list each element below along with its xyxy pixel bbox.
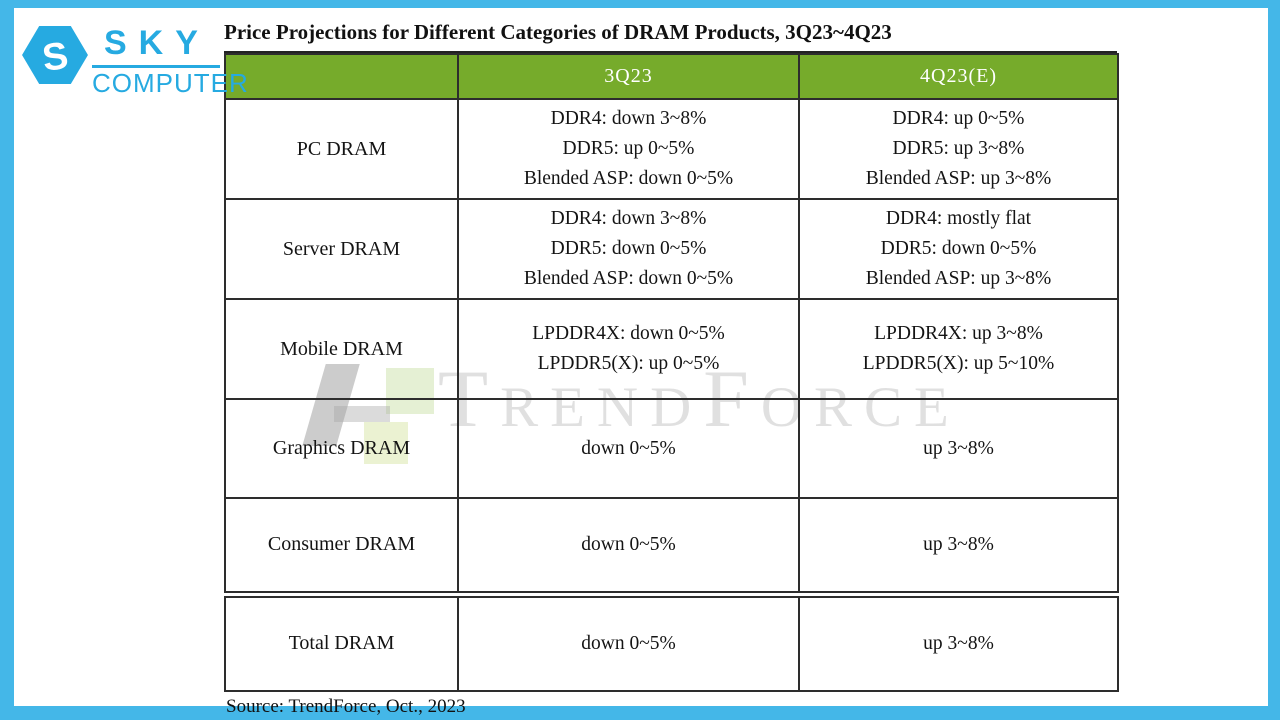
header-cell-4q23e: 4Q23(E) <box>798 53 1119 100</box>
table-row-pc-dram: PC DRAM DDR4: down 3~8% DDR5: up 0~5% Bl… <box>224 98 1119 200</box>
cell-3q23: DDR4: down 3~8% DDR5: up 0~5% Blended AS… <box>457 98 800 200</box>
table-row-graphics-dram: Graphics DRAM down 0~5% up 3~8% <box>224 398 1119 499</box>
row-category: Server DRAM <box>224 198 459 300</box>
cell-4q23e: up 3~8% <box>798 398 1119 499</box>
row-category: Consumer DRAM <box>224 497 459 595</box>
table-header-row: 3Q23 4Q23(E) <box>224 53 1119 100</box>
cell-3q23: DDR4: down 3~8% DDR5: down 0~5% Blended … <box>457 198 800 300</box>
svg-text:S: S <box>40 34 71 80</box>
table-row-server-dram: Server DRAM DDR4: down 3~8% DDR5: down 0… <box>224 198 1119 300</box>
logo-underline <box>92 65 220 68</box>
sky-computer-logo: S SKY COMPUTER <box>20 18 248 103</box>
dram-price-table: 3Q23 4Q23(E) PC DRAM DDR4: down 3~8% DDR… <box>224 53 1119 692</box>
cell-3q23: down 0~5% <box>457 497 800 595</box>
cell-3q23: LPDDR4X: down 0~5% LPDDR5(X): up 0~5% <box>457 298 800 400</box>
source-note: Source: TrendForce, Oct., 2023 <box>226 696 466 717</box>
cell-4q23e: up 3~8% <box>798 497 1119 595</box>
cell-3q23: down 0~5% <box>457 398 800 499</box>
table-row-total-dram: Total DRAM down 0~5% up 3~8% <box>224 590 1119 692</box>
header-cell-3q23: 3Q23 <box>457 53 800 100</box>
page-title: Price Projections for Different Categori… <box>224 20 1117 53</box>
table-row-mobile-dram: Mobile DRAM LPDDR4X: down 0~5% LPDDR5(X)… <box>224 298 1119 400</box>
row-category: PC DRAM <box>224 98 459 200</box>
row-category: Graphics DRAM <box>224 398 459 499</box>
logo-hexagon-s-icon: S <box>22 26 88 84</box>
table-row-consumer-dram: Consumer DRAM down 0~5% up 3~8% <box>224 497 1119 595</box>
logo-brand-bottom: COMPUTER <box>92 68 249 98</box>
cell-4q23e: DDR4: mostly flat DDR5: down 0~5% Blende… <box>798 198 1119 300</box>
row-category: Total DRAM <box>224 590 459 692</box>
header-cell-category <box>224 53 459 100</box>
cell-4q23e: up 3~8% <box>798 590 1119 692</box>
row-category: Mobile DRAM <box>224 298 459 400</box>
cell-4q23e: LPDDR4X: up 3~8% LPDDR5(X): up 5~10% <box>798 298 1119 400</box>
logo-brand-top: SKY <box>104 24 210 62</box>
cell-4q23e: DDR4: up 0~5% DDR5: up 3~8% Blended ASP:… <box>798 98 1119 200</box>
cell-3q23: down 0~5% <box>457 590 800 692</box>
